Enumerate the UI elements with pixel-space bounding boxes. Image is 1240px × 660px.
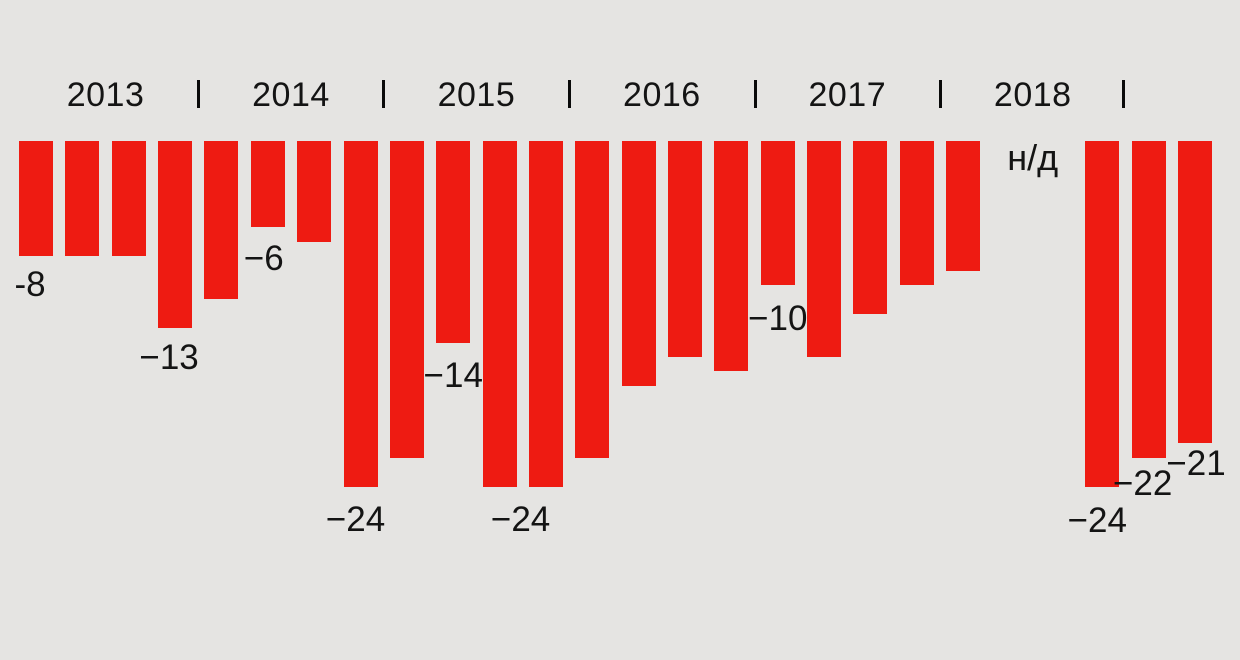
year-separator-tick bbox=[196, 80, 200, 108]
bar bbox=[714, 141, 749, 372]
bar bbox=[482, 141, 517, 487]
bar bbox=[899, 141, 934, 285]
bar bbox=[807, 141, 842, 357]
value-label: −24 bbox=[1067, 500, 1127, 540]
no-data-label: н/д bbox=[1007, 137, 1059, 178]
bar bbox=[158, 141, 193, 329]
value-label: −13 bbox=[139, 338, 199, 378]
value-label: −24 bbox=[490, 499, 551, 539]
bar bbox=[1131, 141, 1166, 458]
year-separator-tick bbox=[381, 80, 385, 108]
bar bbox=[111, 141, 146, 257]
bar bbox=[1178, 141, 1212, 444]
year-label: 2017 bbox=[808, 76, 887, 114]
bar bbox=[575, 141, 610, 458]
year-label: 2014 bbox=[252, 76, 330, 114]
value-label: −24 bbox=[325, 499, 386, 539]
value-label: −6 bbox=[243, 239, 284, 279]
bar bbox=[528, 141, 563, 487]
year-label: 2018 bbox=[993, 76, 1072, 114]
value-label: −14 bbox=[423, 355, 483, 395]
bar bbox=[436, 141, 471, 343]
bar bbox=[65, 141, 100, 257]
year-separator-tick bbox=[567, 80, 571, 108]
year-separator-tick bbox=[938, 80, 942, 108]
bar bbox=[668, 141, 703, 357]
bar bbox=[204, 141, 239, 300]
year-label: 2015 bbox=[437, 76, 516, 114]
bar bbox=[621, 141, 656, 386]
bar bbox=[760, 141, 795, 285]
bar bbox=[343, 141, 378, 487]
bar bbox=[1085, 141, 1120, 487]
bar bbox=[853, 141, 888, 314]
bar bbox=[19, 141, 53, 257]
value-label: −10 bbox=[748, 299, 808, 338]
value-label: -8 bbox=[14, 265, 46, 305]
year-separator-tick bbox=[1121, 80, 1125, 108]
bar bbox=[389, 141, 424, 458]
value-label: −22 bbox=[1112, 463, 1173, 503]
value-label: −21 bbox=[1166, 444, 1226, 484]
bar bbox=[250, 141, 285, 228]
bar bbox=[946, 141, 981, 271]
bar bbox=[297, 141, 332, 242]
year-separator-tick bbox=[753, 80, 757, 108]
year-label: 2016 bbox=[623, 76, 701, 114]
year-label: 2013 bbox=[66, 76, 145, 114]
